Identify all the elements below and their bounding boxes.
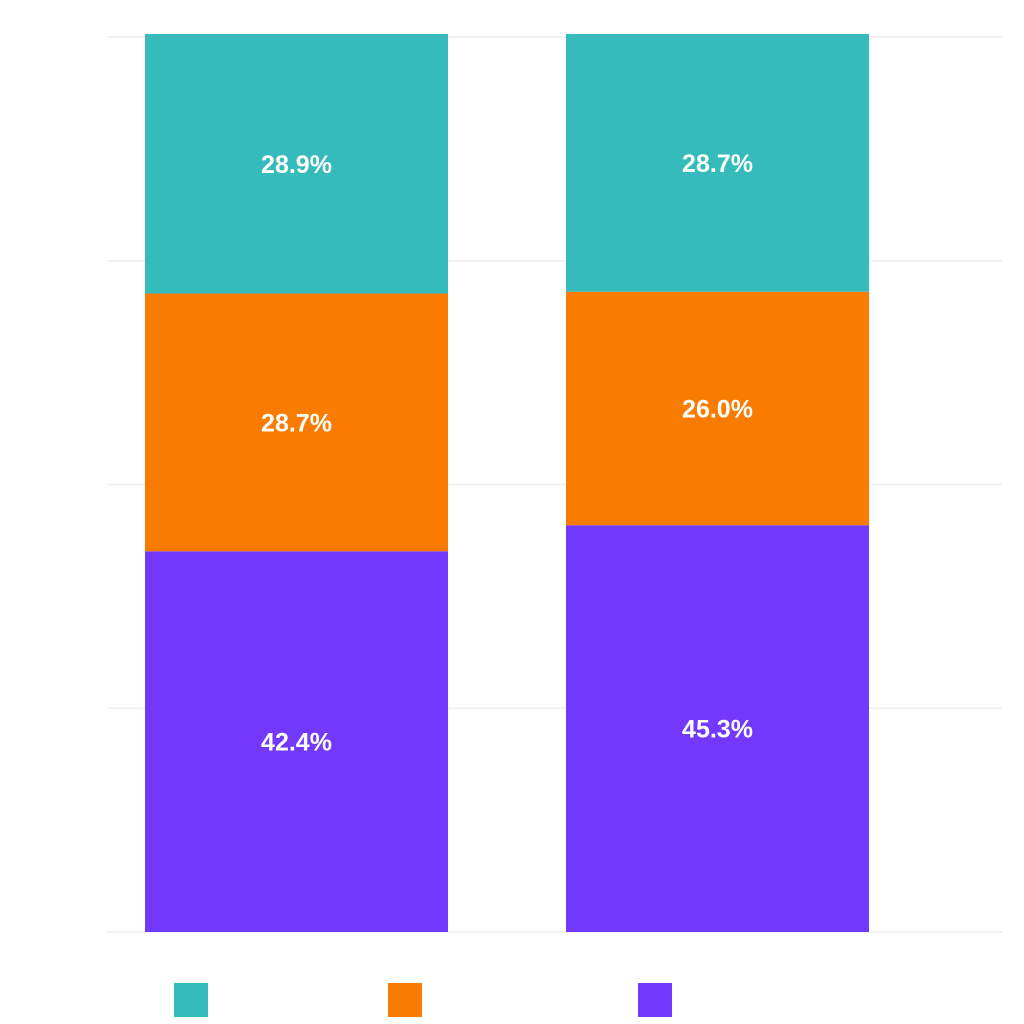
legend-swatch <box>174 983 208 1017</box>
bar-segment <box>566 525 869 932</box>
data-label: 28.9% <box>261 151 332 179</box>
bar-segment <box>145 34 448 294</box>
bar-segment <box>145 293 448 552</box>
data-label: 42.4% <box>261 729 332 757</box>
bar-segment <box>566 34 869 292</box>
data-label: 28.7% <box>261 409 332 437</box>
data-label: 45.3% <box>682 716 753 744</box>
legend-swatch <box>388 983 422 1017</box>
bar-segment <box>566 291 869 526</box>
legend-swatch <box>638 983 672 1017</box>
data-label: 28.7% <box>682 150 753 178</box>
bar-segment <box>145 551 448 932</box>
data-label: 26.0% <box>682 395 753 423</box>
